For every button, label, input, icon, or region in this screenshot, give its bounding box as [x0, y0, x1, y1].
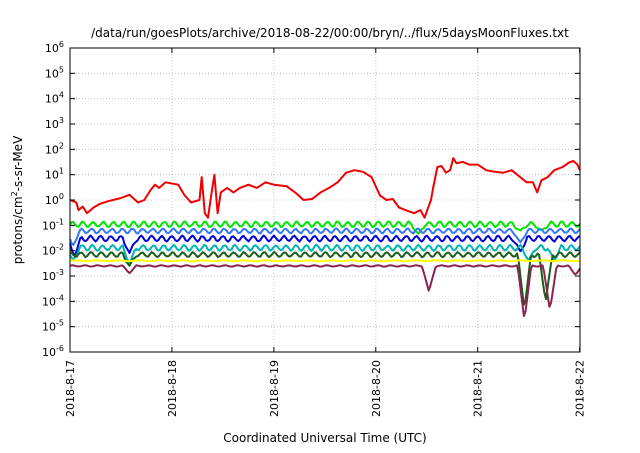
y-axis: 10-610-510-410-310-210-11001011021031041…: [42, 40, 580, 359]
y-axis-label: protons/cm2-s-sr-MeV: [10, 135, 25, 264]
x-tick-label: 2018-8-22: [574, 360, 587, 417]
y-tick-base: 10: [45, 143, 59, 156]
y-tick-exp: 1: [59, 167, 64, 176]
y-tick-exp: 2: [59, 141, 64, 150]
x-tick-label: 2018-8-20: [370, 360, 383, 417]
y-tick-base: 10: [45, 169, 59, 182]
x-tick-label: 2018-8-19: [268, 360, 281, 417]
series-line-3: [69, 227, 581, 246]
series-layer: [69, 157, 581, 317]
y-tick-exp: -4: [56, 293, 64, 302]
y-tick-label: 10-6: [42, 344, 64, 359]
y-tick-label: 100: [45, 192, 64, 207]
y-tick-label: 102: [45, 141, 64, 156]
x-tick-label: 2018-8-21: [472, 360, 485, 417]
y-tick-label: 104: [45, 91, 64, 106]
y-tick-base: 10: [45, 93, 59, 106]
y-tick-label: 103: [45, 116, 64, 131]
x-tick-label: 2018-8-18: [166, 360, 179, 417]
y-tick-exp: -1: [56, 217, 64, 226]
y-tick-label: 10-4: [42, 293, 64, 308]
y-tick-label: 10-2: [42, 243, 64, 258]
series-line-2: [69, 220, 581, 235]
y-axis-label-sup: 2: [10, 191, 19, 196]
y-tick-label: 106: [45, 40, 64, 55]
series-line-1: [69, 157, 581, 219]
y-tick-base: 10: [45, 194, 59, 207]
x-axis: 2018-8-17 2018-8-18 2018-8-19 2018-8-20 2018…: [64, 48, 587, 417]
y-axis-label-after: -s-sr-MeV: [11, 135, 25, 191]
y-tick-exp: 0: [59, 192, 64, 201]
y-tick-exp: -6: [56, 344, 64, 353]
y-tick-base: 10: [45, 118, 59, 131]
y-tick-base: 10: [42, 245, 56, 258]
y-tick-label: 10-3: [42, 268, 64, 283]
grid: [70, 48, 581, 352]
x-axis-label: Coordinated Universal Time (UTC): [223, 431, 426, 445]
series-line-7: [69, 259, 581, 263]
series-line-8: [69, 264, 581, 317]
y-tick-exp: 6: [59, 40, 64, 49]
y-tick-exp: -3: [56, 268, 64, 277]
y-tick-label: 105: [45, 65, 64, 80]
x-tick-label: 2018-8-17: [64, 360, 77, 417]
y-tick-exp: -2: [56, 243, 64, 252]
y-tick-exp: 5: [59, 65, 64, 74]
y-tick-base: 10: [45, 42, 59, 55]
series-line-4: [69, 234, 581, 256]
chart-title: /data/run/goesPlots/archive/2018-08-22/0…: [91, 26, 569, 40]
y-tick-exp: -5: [56, 319, 64, 328]
series-line-5: [69, 243, 581, 265]
y-tick-exp: 3: [59, 116, 64, 125]
y-axis-label-before: protons/cm: [11, 196, 25, 264]
y-tick-base: 10: [42, 270, 56, 283]
y-tick-base: 10: [42, 295, 56, 308]
y-tick-label: 10-1: [42, 217, 64, 232]
y-tick-label: 10-5: [42, 319, 64, 334]
y-tick-base: 10: [42, 321, 56, 334]
y-tick-base: 10: [42, 219, 56, 232]
y-tick-exp: 4: [59, 91, 64, 100]
y-tick-base: 10: [42, 346, 56, 359]
y-tick-label: 101: [45, 167, 64, 182]
y-tick-base: 10: [45, 67, 59, 80]
series-line-6: [69, 251, 581, 306]
